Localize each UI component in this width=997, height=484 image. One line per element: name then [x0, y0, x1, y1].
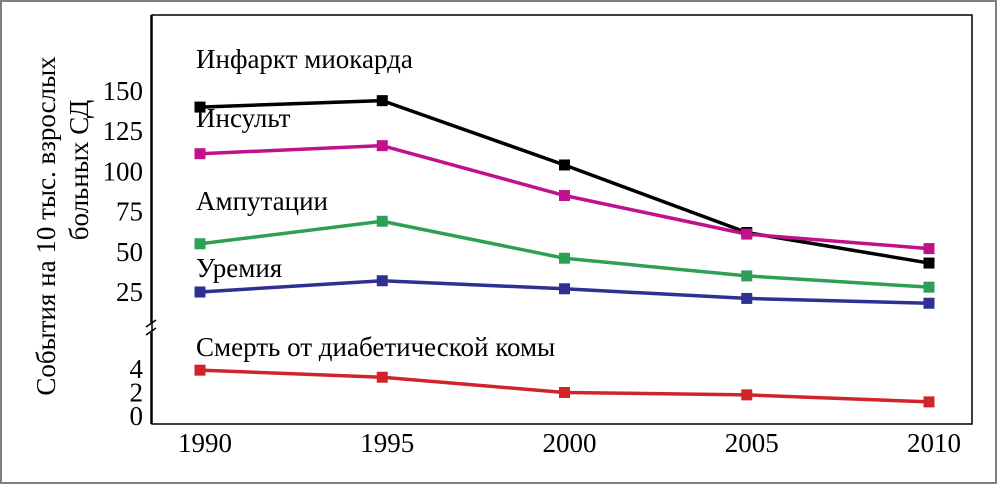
- y-axis-title-line2: больных СД: [64, 100, 94, 241]
- series-label: Инфаркт миокарда: [196, 44, 413, 74]
- data-point: [194, 238, 206, 250]
- y-tick-label: 100: [103, 156, 144, 186]
- x-tick-label: 1995: [360, 428, 414, 458]
- series-label: Смерть от диабетической комы: [196, 332, 555, 362]
- data-point: [194, 148, 206, 160]
- plot-area: [151, 14, 973, 425]
- data-point: [741, 389, 753, 401]
- series-label: Инсульт: [196, 103, 291, 133]
- y-tick-label: 75: [116, 197, 143, 227]
- y-tick-label: 0: [130, 401, 144, 431]
- y-axis-title: События на 10 тыс. взрослых больных СД: [31, 56, 94, 396]
- data-point: [559, 283, 570, 295]
- data-point: [376, 140, 388, 152]
- y-axis-title-line1: События на 10 тыс. взрослых: [31, 56, 61, 396]
- y-tick-label: 50: [116, 237, 143, 267]
- x-tick-label: 2005: [725, 428, 779, 458]
- data-point: [923, 396, 935, 408]
- x-tick-label: 1990: [178, 428, 232, 458]
- axis-break-mark: [145, 319, 157, 336]
- data-point: [923, 297, 935, 309]
- data-point: [923, 281, 935, 293]
- data-point: [376, 95, 388, 107]
- data-point: [559, 387, 570, 398]
- series-label: Ампутации: [196, 186, 328, 216]
- data-point: [923, 243, 935, 255]
- data-point: [376, 371, 388, 383]
- y-tick-label: 125: [103, 116, 144, 146]
- data-point: [194, 101, 206, 113]
- data-point: [741, 292, 753, 304]
- data-point: [741, 228, 753, 240]
- data-point: [741, 270, 753, 282]
- data-point: [923, 257, 935, 269]
- y-tick-label: 4: [130, 354, 144, 384]
- data-point: [376, 275, 388, 287]
- axis-ticks: 1990 1995 2000 2005 2010 25 50 75 100 125 150 024: [103, 76, 962, 458]
- y-tick-label: 25: [116, 277, 143, 307]
- series-markers: [194, 95, 935, 408]
- data-point: [559, 252, 570, 264]
- data-point: [194, 286, 206, 298]
- data-point: [559, 190, 570, 202]
- data-point: [194, 364, 206, 376]
- series-label: Уремия: [196, 253, 282, 283]
- x-tick-label: 2010: [907, 428, 961, 458]
- y-tick-label: 150: [103, 76, 144, 106]
- x-tick-label: 2000: [543, 428, 597, 458]
- y-tick-label: 2: [130, 378, 144, 408]
- series-labels: Инфаркт миокарда Инсульт Ампутации Уремия См…: [196, 44, 555, 362]
- data-point: [559, 159, 570, 171]
- data-point: [376, 215, 388, 227]
